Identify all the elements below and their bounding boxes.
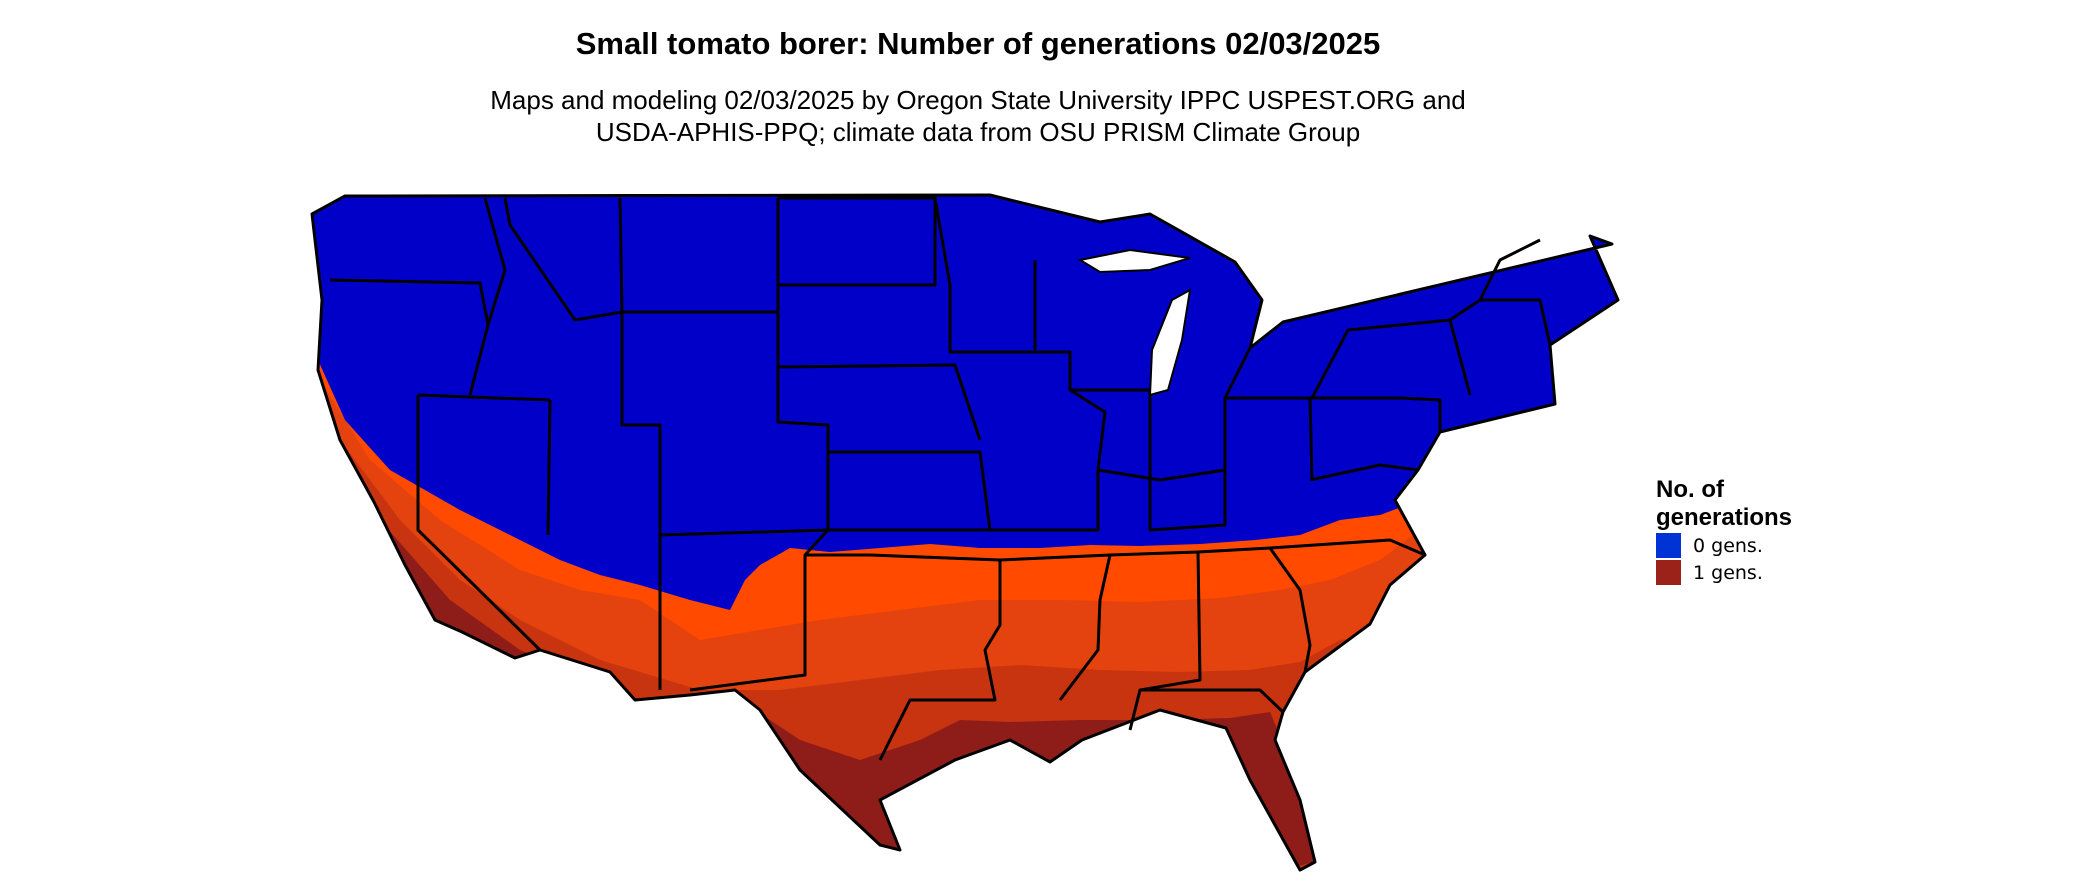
us-outline [310,193,1620,872]
border-pacific-northwest [329,197,624,652]
state-borders [310,193,1620,872]
legend-label-1-gens: 1 gens. [1693,561,1763,584]
legend-title: No. of generations [1656,476,1856,532]
subtitle-line-2: USDA-APHIS-PPQ; climate data from OSU PR… [595,117,1361,147]
lake-michigan [1148,288,1192,397]
border-northeast [1223,238,1552,482]
legend-swatch-0-gens [1656,533,1681,558]
map-title: Small tomato borer: Number of generation… [575,26,1381,61]
map-fill [312,195,1618,870]
map-subtitle: Maps and modeling 02/03/2025 by Oregon S… [0,84,1956,148]
subtitle-line-1: Maps and modeling 02/03/2025 by Oregon S… [490,85,1466,115]
border-south [999,538,1426,731]
legend-title-line-1: No. of [1656,476,1724,503]
great-lakes [1077,248,1192,397]
legend-item-1-gens: 1 gens. [1656,559,1856,586]
border-midwest [933,197,1314,532]
legend-label-0-gens: 0 gens. [1693,534,1763,557]
border-mountain-west [618,197,830,692]
border-plains [777,196,1002,761]
lake-superior-gap [1077,248,1191,274]
legend-swatch-1-gens [1656,560,1681,585]
legend-title-line-2: generations [1656,504,1793,531]
legend-item-0-gens: 0 gens. [1656,532,1856,559]
legend: No. of generations 0 gens. 1 gens. [1656,476,1856,586]
